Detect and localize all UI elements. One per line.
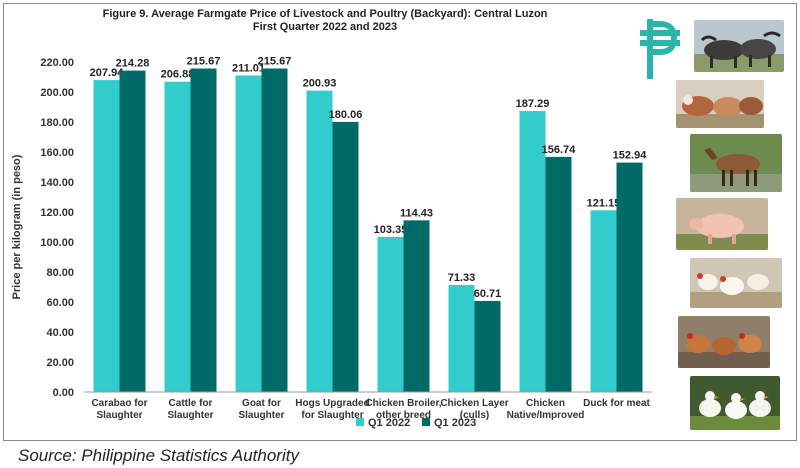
layer-chicken-photo [678, 316, 770, 368]
bar-q1-2023 [332, 121, 359, 392]
duck-photo [690, 376, 780, 430]
bar-value-label: 114.43 [400, 207, 433, 219]
bar-value-label: 71.33 [448, 272, 476, 284]
x-category-label: Slaughter [238, 410, 284, 421]
legend-swatch [422, 418, 430, 426]
y-tick-label: 20.00 [46, 357, 74, 369]
hog-photo [676, 198, 768, 250]
y-tick-label: 100.00 [40, 237, 74, 249]
bar-q1-2023 [119, 70, 146, 392]
bar-value-label: 200.93 [303, 78, 337, 90]
chart-title-line-1: Figure 9. Average Farmgate Price of Live… [102, 8, 548, 20]
cattle-photo [676, 80, 764, 128]
chart-title-line-2: First Quarter 2022 and 2023 [252, 21, 398, 33]
x-category-label: Chicken Layer [440, 398, 508, 409]
y-tick-label: 0.00 [53, 387, 74, 399]
x-category-label: Chicken [526, 398, 565, 409]
bar-value-label: 156.74 [542, 144, 577, 156]
x-category-label: Chicken Broiler, [365, 398, 441, 409]
bar-q1-2023 [261, 68, 288, 393]
bar-q1-2023 [616, 162, 643, 392]
bar-q1-2022 [235, 75, 262, 393]
bar-q1-2023 [474, 300, 501, 392]
bar-q1-2022 [164, 81, 191, 393]
legend-swatch [356, 418, 364, 426]
bar-value-label: 152.94 [613, 150, 648, 162]
source-note: Source: Philippine Statistics Authority [18, 446, 299, 465]
y-tick-label: 120.00 [40, 207, 74, 219]
x-category-label: Hogs Upgraded [295, 398, 369, 409]
bar-value-label: 215.67 [258, 55, 292, 67]
bar-value-label: 121.15 [587, 197, 621, 209]
broiler-chicken-photo [690, 258, 782, 308]
bar-q1-2023 [545, 156, 572, 392]
y-axis-title: Price per kilogram (in peso) [11, 154, 23, 299]
goat-photo [690, 134, 782, 192]
legend-label: Q1 2023 [434, 417, 476, 429]
y-tick-label: 60.00 [46, 297, 74, 309]
bar-q1-2023 [403, 220, 430, 392]
bar-q1-2022 [93, 80, 120, 392]
y-tick-label: 200.00 [40, 87, 74, 99]
x-category-label: Duck for meat [583, 398, 650, 409]
bar-q1-2022 [590, 210, 617, 392]
bar-value-label: 187.29 [516, 98, 550, 110]
y-tick-label: 220.00 [40, 57, 74, 69]
x-category-label: (culls) [460, 410, 489, 421]
bar-q1-2022 [519, 111, 546, 392]
y-tick-label: 160.00 [40, 147, 74, 159]
bar-value-label: 211.01 [232, 62, 265, 74]
bar-q1-2023 [190, 68, 217, 393]
x-category-label: Goat for [242, 398, 281, 409]
bar-value-label: 214.28 [116, 58, 150, 70]
y-tick-label: 180.00 [40, 117, 74, 129]
x-category-label: other breed [376, 410, 431, 421]
x-category-label: Native/Improved [507, 410, 585, 421]
chart-title: Figure 9. Average Farmgate Price of Live… [0, 8, 650, 34]
y-tick-label: 140.00 [40, 177, 74, 189]
bar-value-label: 215.67 [187, 55, 221, 67]
bar-value-label: 207.94 [90, 67, 125, 79]
x-category-label: Slaughter [96, 410, 142, 421]
bar-value-label: 180.06 [329, 109, 363, 121]
x-category-label: for Slaughter [301, 410, 363, 421]
x-category-label: Slaughter [167, 410, 213, 421]
carabao-photo [694, 20, 784, 72]
bar-q1-2022 [448, 285, 475, 392]
bar-value-label: 103.35 [374, 224, 408, 236]
y-tick-label: 40.00 [46, 327, 74, 339]
y-tick-label: 80.00 [46, 267, 74, 279]
bar-value-label: 60.71 [474, 288, 502, 300]
x-category-label: Cattle for [169, 398, 213, 409]
bar-q1-2022 [306, 90, 333, 392]
legend-label: Q1 2022 [368, 417, 410, 429]
bar-q1-2022 [377, 236, 404, 392]
bar-value-label: 206.88 [161, 69, 195, 81]
peso-sign-icon [640, 19, 680, 79]
x-category-label: Carabao for [91, 398, 147, 409]
